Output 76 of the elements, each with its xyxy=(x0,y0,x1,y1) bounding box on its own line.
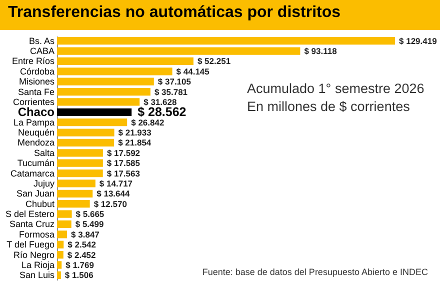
bar xyxy=(57,108,132,116)
bar xyxy=(57,37,395,45)
bar xyxy=(57,47,300,55)
data-label: $ 5.499 xyxy=(75,219,104,230)
data-label: $ 35.781 xyxy=(154,86,188,97)
data-label: $ 31.628 xyxy=(144,96,177,107)
bar xyxy=(57,159,103,167)
bar xyxy=(57,261,62,269)
bar xyxy=(57,68,172,76)
bar xyxy=(57,180,96,188)
data-label: $ 129.419 xyxy=(399,36,438,46)
bar xyxy=(57,250,64,259)
bar xyxy=(57,220,72,228)
data-label: $ 17.563 xyxy=(106,168,140,178)
bar xyxy=(57,271,61,279)
data-label: $ 21.933 xyxy=(118,128,152,138)
bar xyxy=(57,78,154,86)
y-tick-label: Entre Ríos xyxy=(12,56,55,66)
bar xyxy=(57,240,64,248)
y-tick-label: Río Negro xyxy=(13,250,54,260)
y-tick-label: Santa Cruz xyxy=(9,219,55,230)
bar xyxy=(57,138,114,147)
y-tick-label: Santa Fe xyxy=(18,86,54,97)
data-label: $ 1.769 xyxy=(66,260,94,270)
y-tick-label: Salta xyxy=(34,148,54,158)
bar xyxy=(57,210,72,218)
data-label: $ 52.251 xyxy=(197,56,231,66)
y-tick-label: Jujuy xyxy=(33,178,55,188)
chart-title: Transferencias no automáticas por distritos xyxy=(0,0,440,30)
data-label: $ 2.452 xyxy=(67,250,96,260)
data-label: $ 12.570 xyxy=(94,198,128,209)
y-tick-label: Misiones xyxy=(18,76,55,87)
data-label: $ 37.105 xyxy=(158,76,192,87)
data-label: $ 14.717 xyxy=(99,178,133,188)
bar xyxy=(57,57,194,66)
data-label: $ 3.847 xyxy=(71,229,100,240)
y-tick-label: Formosa xyxy=(18,229,54,240)
y-tick-label: La Rioja xyxy=(21,260,54,270)
data-label: $ 1.506 xyxy=(64,270,94,280)
y-tick-label: San Luis xyxy=(19,270,55,280)
data-label: $ 17.592 xyxy=(106,148,140,158)
bar xyxy=(57,118,128,126)
y-tick-label: Tucumán xyxy=(17,158,54,168)
data-label: $ 2.542 xyxy=(68,240,96,250)
y-tick-label: Corrientes xyxy=(12,96,55,107)
y-tick-label: Córdoba xyxy=(20,66,54,76)
data-label: $ 21.854 xyxy=(118,138,152,148)
y-tick-label: T del Fuego xyxy=(6,240,54,250)
data-label: $ 17.585 xyxy=(106,158,140,168)
data-label: $ 5.665 xyxy=(76,209,104,220)
data-label: $ 26.842 xyxy=(131,117,164,128)
y-tick-label: Catamarca xyxy=(10,168,54,178)
data-label: $ 93.118 xyxy=(304,46,338,56)
bar xyxy=(57,149,103,157)
bar xyxy=(57,230,68,238)
annotation: Acumulado 1° semestre 2026 xyxy=(247,81,424,96)
data-label: $ 44.145 xyxy=(176,66,210,76)
bar xyxy=(57,88,150,96)
bar xyxy=(57,98,140,106)
y-tick-label: S del Estero xyxy=(5,209,54,220)
y-tick-label: San Juan xyxy=(16,188,54,199)
y-tick-label: La Pampa xyxy=(13,117,54,128)
y-tick-label: Mendoza xyxy=(17,138,54,148)
y-tick-label: CABA xyxy=(30,46,54,56)
data-label: $ 13.644 xyxy=(96,188,130,199)
data-label: $ 28.562 xyxy=(138,105,186,120)
y-tick-label: Neuquén xyxy=(18,128,54,138)
bar xyxy=(57,200,90,208)
bar xyxy=(57,169,103,178)
annotation: En millones de $ corrientes xyxy=(247,99,410,114)
bar xyxy=(57,190,93,198)
y-tick-label: Chubut xyxy=(25,198,55,209)
bar xyxy=(57,128,114,136)
annotation: Fuente: base de datos del Presupuesto Abierto e INDEC xyxy=(202,267,428,277)
y-tick-label: Bs. As xyxy=(28,36,55,46)
y-tick-label: Chaco xyxy=(18,105,54,120)
